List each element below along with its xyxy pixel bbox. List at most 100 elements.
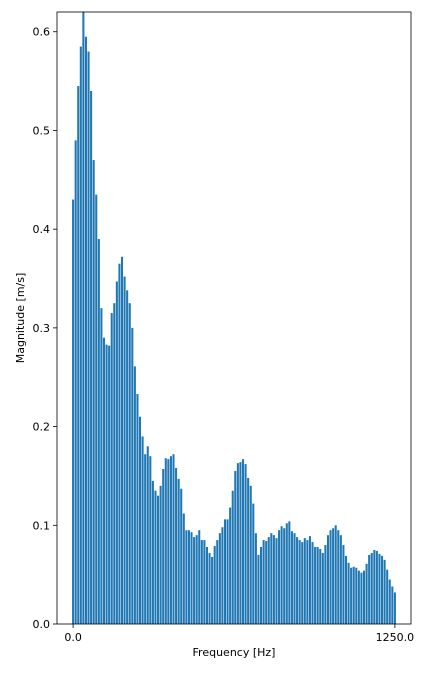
bar [151, 480, 154, 624]
bar [223, 519, 227, 624]
bar [241, 459, 245, 624]
y-tick-label: 0.0 [33, 618, 51, 631]
bar [123, 276, 126, 624]
bar [293, 533, 296, 624]
y-axis-label: Magnitude [m/s] [14, 273, 27, 364]
bar [87, 51, 90, 624]
bar [386, 569, 389, 624]
bar [326, 535, 330, 624]
bar [337, 530, 340, 624]
bar [360, 572, 363, 624]
bar [365, 563, 368, 624]
bar [208, 552, 211, 624]
bar [113, 303, 116, 624]
bar [108, 345, 111, 624]
bar [159, 485, 162, 624]
bar [128, 303, 131, 624]
bar [373, 549, 376, 624]
bar [257, 554, 260, 624]
bar [285, 523, 288, 624]
x-tick-label: 1250.0 [376, 631, 415, 644]
bar [357, 570, 360, 624]
bar [290, 531, 293, 624]
bar [77, 86, 80, 624]
bar [146, 446, 149, 624]
bar [95, 194, 98, 624]
bar [195, 535, 198, 624]
bar [347, 562, 350, 624]
bar [249, 485, 252, 624]
bar [74, 140, 77, 624]
bar [164, 458, 167, 624]
bar [177, 478, 180, 624]
bar [329, 530, 332, 624]
bar [193, 537, 196, 624]
bar [157, 495, 160, 624]
bar [100, 308, 103, 624]
bar [306, 540, 309, 624]
bar [324, 545, 327, 624]
bar [272, 535, 275, 624]
bar [102, 337, 106, 624]
bar [120, 256, 124, 624]
bar [244, 464, 247, 624]
bar [187, 530, 190, 624]
bar [388, 579, 391, 624]
bar [136, 394, 139, 624]
bar [362, 570, 366, 624]
bar [126, 290, 129, 624]
bar [375, 550, 378, 624]
bar [118, 263, 121, 624]
bar [138, 416, 142, 624]
bar [92, 160, 95, 624]
bar [97, 239, 100, 624]
bar [216, 540, 219, 624]
bar [262, 540, 265, 624]
bar [334, 525, 337, 624]
bar [90, 90, 93, 624]
bar [185, 530, 188, 624]
bar [149, 456, 152, 624]
bar [203, 540, 206, 624]
x-tick-label: 0.0 [64, 631, 82, 644]
y-tick-label: 0.3 [33, 322, 51, 335]
bar [198, 530, 201, 624]
bar [311, 542, 314, 624]
bar [182, 513, 185, 624]
bar [308, 536, 311, 624]
bar [381, 555, 384, 624]
bar [218, 533, 221, 624]
bar [355, 567, 358, 624]
bar [296, 537, 299, 624]
bar [105, 344, 108, 624]
y-tick-label: 0.2 [33, 421, 51, 434]
bar [133, 366, 136, 624]
bar [278, 530, 281, 624]
bar [236, 463, 239, 624]
plot-frame [56, 11, 412, 625]
bar [229, 507, 232, 624]
bar [280, 526, 283, 624]
bar [321, 552, 324, 624]
bar [162, 469, 165, 624]
bar [352, 566, 355, 624]
bar [252, 503, 255, 624]
x-axis-label: Frequency [Hz] [193, 646, 276, 659]
bar [180, 488, 183, 624]
bar [350, 567, 353, 624]
bar [84, 36, 87, 624]
bar [254, 533, 257, 624]
bar [260, 547, 263, 624]
bar [110, 313, 113, 624]
bar [141, 436, 144, 624]
bar [247, 477, 250, 624]
bar [265, 541, 268, 624]
bar [298, 540, 301, 624]
bar [270, 533, 273, 624]
y-tick-label: 0.1 [33, 519, 51, 532]
bar [303, 538, 306, 624]
bar [378, 553, 381, 624]
bar [221, 527, 224, 624]
bar [239, 462, 242, 624]
